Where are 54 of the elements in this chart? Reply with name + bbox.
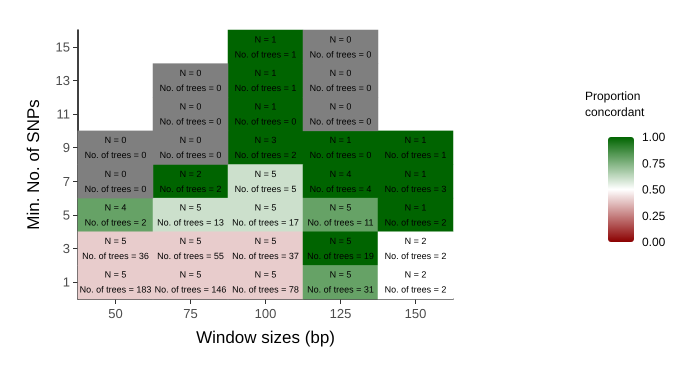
- data-label: N = 2 No. of trees = 2: [160, 168, 222, 194]
- data-label: N = 5 No. of trees = 5: [234, 168, 296, 194]
- color-bar-label: 0.50: [642, 182, 666, 196]
- y-tick-label: 1: [62, 274, 70, 290]
- y-tick-label: 3: [62, 241, 70, 256]
- y-tick-label: 11: [56, 106, 70, 122]
- x-tick-label: 50: [108, 306, 123, 321]
- data-label: N = 4 No. of trees = 4: [310, 168, 372, 194]
- x-axis-title: Window sizes (bp): [196, 328, 335, 347]
- y-tick-label: 7: [62, 174, 70, 189]
- x-tick-label: 125: [330, 306, 352, 321]
- data-label: N = 1 No. of trees = 1: [384, 135, 446, 160]
- text: N = 0 No. of trees = 0: [160, 68, 222, 93]
- text: N = 0 No. of trees = 0: [84, 168, 146, 194]
- data-label: N = 4 No. of trees = 2: [84, 202, 146, 228]
- color-bar-label: 0.25: [642, 208, 666, 223]
- x-tick-label: 150: [404, 306, 426, 321]
- text: N = 0 No. of trees = 0: [160, 102, 222, 127]
- data-label: N = 1 No. of trees = 1: [234, 34, 296, 60]
- text: N = 0 No. of trees = 0: [310, 34, 372, 60]
- text: N = 0 No. of trees = 0: [310, 68, 372, 93]
- y-tick-label: 9: [62, 140, 70, 156]
- data-label: N = 2 No. of trees = 2: [384, 270, 446, 295]
- data-label: N = 3 No. of trees = 2: [234, 135, 296, 160]
- color-bar-label: 1.00: [642, 130, 666, 144]
- y-tick-label: 13: [56, 72, 70, 88]
- data-label: N = 5 No. of trees = 146: [154, 270, 226, 295]
- y-tick-label: 15: [56, 39, 70, 54]
- color-bar-label: 0.75: [642, 156, 666, 170]
- data-label: N = 1 No. of trees = 2: [384, 202, 446, 228]
- data-label: N = 1 No. of trees = 0: [234, 102, 296, 127]
- data-label: N = 5 No. of trees = 183: [80, 270, 152, 295]
- data-label: N = 5 No. of trees = 13: [157, 202, 224, 228]
- data-label: N = 1 No. of trees = 1: [234, 68, 296, 93]
- y-axis-title: Min. No. of SNPs: [24, 99, 43, 230]
- y-tick-label: 5: [62, 207, 70, 222]
- data-label: N = 5 No. of trees = 78: [232, 270, 299, 295]
- data-label: N = 5 No. of trees = 55: [157, 236, 224, 262]
- data-label: N = 5 No. of trees = 37: [232, 236, 299, 262]
- text: N = 0 No. of trees = 0: [310, 102, 372, 127]
- data-label: N = 5 No. of trees = 19: [307, 236, 374, 262]
- text: N = 0 No. of trees = 0: [84, 135, 146, 160]
- text: N = 0 No. of trees = 0: [160, 135, 222, 160]
- data-label: N = 1 No. of trees = 0: [310, 135, 372, 160]
- data-label: N = 5 No. of trees = 36: [82, 236, 149, 262]
- x-tick-label: 100: [254, 306, 276, 321]
- color-bar-label: 0.00: [642, 235, 666, 249]
- data-label: N = 2 No. of trees = 2: [384, 236, 446, 262]
- data-label: N = 1 No. of trees = 3: [384, 168, 446, 194]
- data-label: N = 5 No. of trees = 11: [307, 202, 374, 228]
- data-label: N = 5 No. of trees = 17: [232, 202, 299, 228]
- color-bar-title: Proportion concordant: [585, 89, 646, 119]
- data-label: N = 5 No. of trees = 31: [307, 270, 374, 295]
- x-tick-label: 75: [183, 306, 198, 321]
